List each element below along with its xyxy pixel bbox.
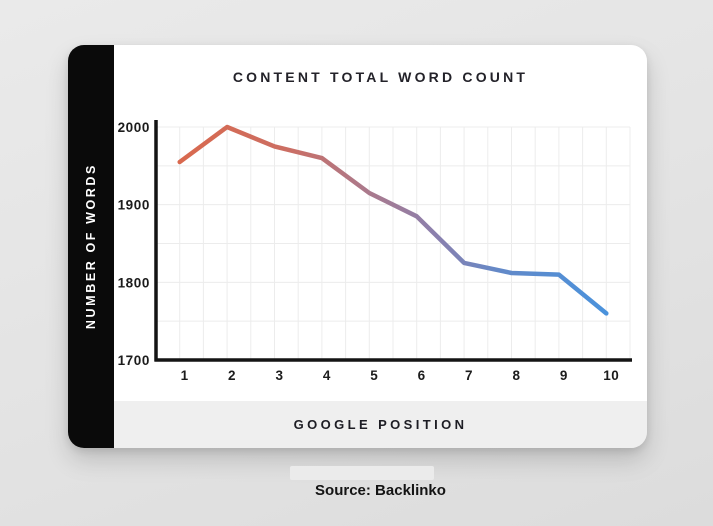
x-axis-title: GOOGLE POSITION xyxy=(293,417,468,432)
x-tick-label: 9 xyxy=(560,368,568,383)
x-tick-label: 10 xyxy=(603,368,619,383)
card-content: CONTENT TOTAL WORD COUNT 1 2 3 4 5 6 7 8 9 10 2000… xyxy=(114,45,647,448)
y-axis-title: NUMBER OF WORDS xyxy=(84,163,98,330)
source-attribution: Source: Backlinko xyxy=(315,482,446,499)
chart-title: CONTENT TOTAL WORD COUNT xyxy=(232,69,529,85)
x-tick-label: 3 xyxy=(275,368,283,383)
y-tick-label: 1900 xyxy=(118,198,150,213)
x-tick-label: 7 xyxy=(465,368,473,383)
source-highlight-strip xyxy=(290,466,434,480)
y-axis-title-bar: NUMBER OF WORDS xyxy=(68,45,114,448)
x-tick-label: 2 xyxy=(228,368,236,383)
y-tick-label: 1700 xyxy=(118,353,150,368)
data-line xyxy=(177,124,609,316)
line-chart: 1 2 3 4 5 6 7 8 9 10 2000 1900 1800 1700 xyxy=(118,120,632,383)
x-tick-label: 6 xyxy=(418,368,426,383)
x-tick-label: 1 xyxy=(181,368,189,383)
x-tick-label: 8 xyxy=(512,368,520,383)
chart-area: CONTENT TOTAL WORD COUNT 1 2 3 4 5 6 7 8 9 10 2000… xyxy=(114,45,647,401)
x-axis-title-bar: GOOGLE POSITION xyxy=(114,401,647,448)
x-tick-label: 4 xyxy=(323,368,331,383)
y-tick-label: 1800 xyxy=(118,275,150,290)
y-tick-label: 2000 xyxy=(118,120,150,135)
x-tick-label: 5 xyxy=(370,368,378,383)
chart-card: NUMBER OF WORDS CONTENT TOTAL WORD COUNT… xyxy=(68,45,647,448)
